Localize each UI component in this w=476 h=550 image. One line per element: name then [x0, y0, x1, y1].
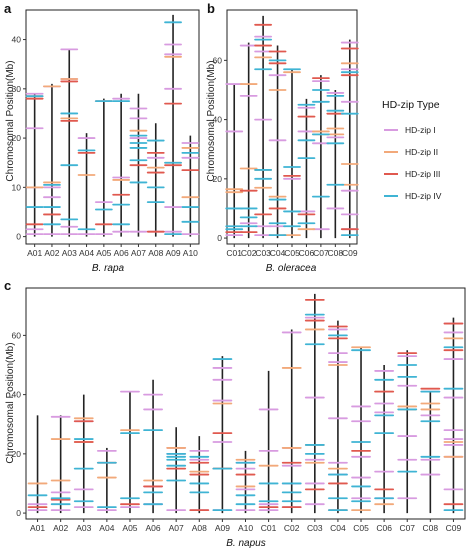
- y-axis-label-a: Chromosomal Position(Mb): [5, 60, 16, 181]
- y-tick-label: 20: [213, 174, 223, 184]
- y-tick-label: 60: [12, 330, 22, 340]
- x-tick-label: C07: [313, 248, 329, 258]
- x-tick-label: A07: [169, 523, 184, 533]
- x-tick-label: C06: [376, 523, 392, 533]
- x-tick-label: A08: [148, 248, 163, 258]
- x-tick-label: A01: [27, 248, 42, 258]
- x-tick-label: C06: [299, 248, 315, 258]
- legend-label-hd-zip-iii: HD-zip III: [405, 169, 440, 179]
- x-tick-label: C01: [226, 248, 242, 258]
- x-tick-label: C03: [255, 248, 271, 258]
- x-tick-label: A07: [131, 248, 146, 258]
- x-axis-label-c: B. napus: [226, 538, 265, 549]
- y-tick-label: 40: [12, 35, 22, 45]
- x-tick-label: A05: [96, 248, 111, 258]
- x-tick-label: C07: [399, 523, 415, 533]
- y-axis-label-b: Chromosomal Position(Mb): [206, 60, 217, 181]
- y-tick-label: 0: [16, 232, 21, 242]
- x-tick-label: A02: [44, 248, 59, 258]
- x-tick-label: A04: [99, 523, 114, 533]
- x-tick-label: C01: [261, 523, 277, 533]
- y-tick-label: 40: [213, 115, 223, 125]
- x-tick-label: C08: [328, 248, 344, 258]
- x-tick-label: A10: [183, 248, 198, 258]
- x-axis-label-a: B. rapa: [92, 263, 125, 274]
- x-tick-label: A06: [146, 523, 161, 533]
- y-tick-label: 30: [12, 84, 22, 94]
- panel-c: c 0 20 40 60 A01 A02 A03 A04 A05 A06 A07 A08 A09 A10 C…: [4, 278, 466, 549]
- y-tick-label: 60: [213, 55, 223, 65]
- y-tick-label: 20: [12, 449, 22, 459]
- x-tick-label: A03: [62, 248, 77, 258]
- x-tick-label: C04: [330, 523, 346, 533]
- y-axis-label-c: Chromosomal Position(Mb): [5, 342, 16, 463]
- panel-letter-b: b: [207, 1, 215, 16]
- legend: HD-zip Type HD-zip I HD-zip II HD-zip III H…: [382, 99, 442, 201]
- y-tick-label: 0: [217, 233, 222, 243]
- x-tick-label: C09: [446, 523, 462, 533]
- y-tick-label: 40: [12, 390, 22, 400]
- x-tick-label: A05: [122, 523, 137, 533]
- x-tick-label: A03: [76, 523, 91, 533]
- x-tick-label: C09: [342, 248, 358, 258]
- x-tick-label: A02: [53, 523, 68, 533]
- x-tick-label: A08: [192, 523, 207, 533]
- panel-letter-c: c: [4, 278, 11, 293]
- legend-label-hd-zip-ii: HD-zip II: [405, 147, 438, 157]
- y-tick-label: 10: [12, 182, 22, 192]
- x-tick-label: C05: [353, 523, 369, 533]
- legend-label-hd-zip-i: HD-zip I: [405, 125, 436, 135]
- x-tick-label: A09: [165, 248, 180, 258]
- x-tick-label: A06: [114, 248, 129, 258]
- x-tick-label: A04: [79, 248, 94, 258]
- panel-letter-a: a: [4, 1, 12, 16]
- x-tick-label: C02: [284, 523, 300, 533]
- x-tick-label: C02: [241, 248, 257, 258]
- x-tick-label: C04: [270, 248, 286, 258]
- x-axis-label-b: B. oleracea: [266, 263, 317, 274]
- y-tick-label: 20: [12, 133, 22, 143]
- x-tick-label: A10: [238, 523, 253, 533]
- x-tick-label: C08: [423, 523, 439, 533]
- y-tick-label: 0: [16, 508, 21, 518]
- x-tick-label: C03: [307, 523, 323, 533]
- x-tick-label: A09: [215, 523, 230, 533]
- legend-label-hd-zip-iv: HD-zip IV: [405, 191, 442, 201]
- legend-title: HD-zip Type: [382, 99, 440, 111]
- x-tick-label: C05: [284, 248, 300, 258]
- panel-a: a 0 10 20 30 40 A01 A02 A03 A04 A05 A06 A07 A08 A09 A1…: [4, 1, 200, 274]
- x-tick-label: A01: [30, 523, 45, 533]
